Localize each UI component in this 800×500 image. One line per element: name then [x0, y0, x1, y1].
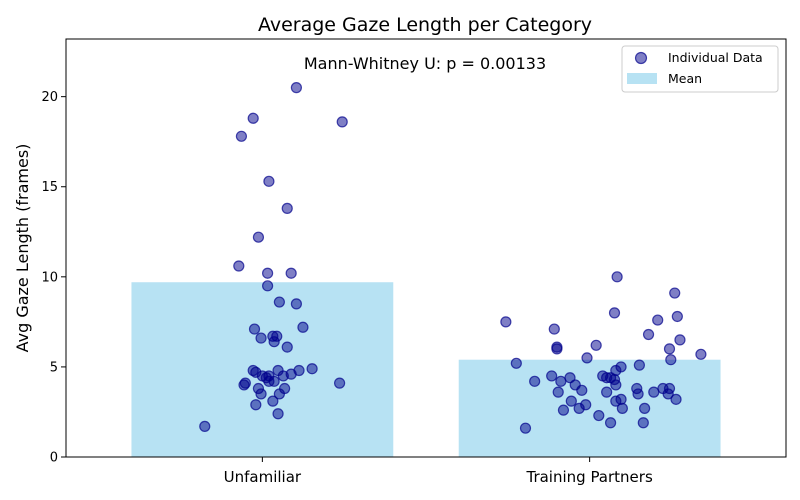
data-point	[290, 298, 302, 310]
mean-bar	[131, 282, 394, 457]
data-point	[281, 202, 293, 214]
data-point	[601, 386, 613, 398]
data-point	[519, 422, 532, 434]
data-point	[255, 332, 267, 344]
data-point	[581, 352, 593, 364]
data-point	[580, 399, 592, 411]
data-point	[552, 386, 564, 398]
data-point	[695, 348, 707, 360]
data-point	[648, 386, 660, 398]
data-point	[669, 287, 681, 299]
data-point	[272, 408, 284, 420]
data-point	[500, 316, 512, 328]
data-point	[639, 402, 651, 414]
y-tick-label: 15	[41, 180, 58, 195]
data-point	[250, 399, 262, 411]
data-point	[671, 310, 683, 323]
data-point	[248, 323, 261, 335]
data-point	[262, 267, 274, 279]
data-point	[273, 296, 285, 308]
data-point	[510, 357, 522, 369]
data-point	[262, 280, 274, 292]
points-group	[199, 82, 707, 434]
stat-annotation: Mann-Whitney U: p = 0.00133	[304, 54, 546, 73]
data-point	[252, 382, 265, 395]
data-point	[593, 409, 605, 422]
data-point	[268, 375, 280, 387]
data-point	[285, 267, 297, 279]
data-point	[529, 375, 541, 387]
plot-area: Mann-Whitney U: p = 0.00133 0 5 10 15 20 Unf…	[13, 38, 787, 486]
data-point	[297, 321, 309, 333]
data-point	[564, 372, 576, 384]
data-point	[267, 395, 279, 407]
data-point	[281, 341, 293, 353]
data-point	[610, 395, 622, 407]
data-point	[235, 130, 248, 142]
data-point	[290, 82, 302, 94]
data-point	[233, 260, 245, 272]
chart-title: Average Gaze Length per Category	[258, 14, 592, 36]
data-point	[551, 341, 563, 353]
data-point	[608, 307, 621, 319]
legend-bars-label: Mean	[668, 71, 702, 86]
data-point	[557, 404, 570, 416]
legend: Individual Data Mean	[621, 45, 779, 93]
data-point	[565, 395, 577, 407]
data-point	[663, 343, 676, 355]
data-point	[199, 420, 211, 432]
legend-point-marker	[634, 51, 648, 65]
data-point	[637, 417, 649, 429]
data-point	[615, 361, 627, 373]
y-tick-label: 0	[50, 451, 58, 466]
data-point	[674, 334, 686, 346]
legend-box	[621, 45, 779, 93]
x-ticks: Unfamiliar Training Partners	[224, 457, 653, 486]
bars-group	[131, 282, 721, 457]
y-tick-label: 20	[41, 90, 58, 105]
x-tick-label: Training Partners	[525, 468, 652, 486]
y-tick-label: 10	[41, 270, 58, 285]
data-point	[611, 271, 623, 283]
data-point	[663, 382, 676, 395]
plot-frame	[65, 38, 787, 458]
data-point	[334, 377, 346, 389]
data-point	[252, 231, 265, 243]
data-point	[665, 354, 677, 366]
data-point	[652, 314, 664, 326]
y-axis-label: Avg Gaze Length (frames)	[13, 144, 32, 353]
data-point	[590, 339, 602, 351]
data-point	[670, 393, 682, 405]
y-tick-label: 5	[50, 360, 58, 375]
y-ticks: 0 5 10 15 20	[41, 90, 66, 466]
data-point	[279, 382, 291, 395]
data-point	[263, 175, 275, 187]
data-point	[293, 364, 305, 377]
data-point	[604, 417, 617, 429]
data-point	[239, 377, 251, 389]
data-point	[548, 323, 560, 335]
x-tick-label: Unfamiliar	[224, 468, 302, 486]
data-point	[247, 112, 259, 124]
data-point	[631, 382, 643, 395]
data-point	[642, 328, 655, 341]
data-point	[546, 370, 558, 382]
data-point	[633, 359, 645, 371]
legend-points-label: Individual Data	[668, 50, 763, 65]
legend-bar-swatch	[627, 73, 657, 84]
data-point	[336, 116, 348, 128]
axes-group	[65, 38, 787, 458]
data-point	[306, 363, 318, 375]
data-point	[555, 375, 567, 387]
data-point	[247, 364, 259, 377]
data-point	[268, 336, 280, 348]
